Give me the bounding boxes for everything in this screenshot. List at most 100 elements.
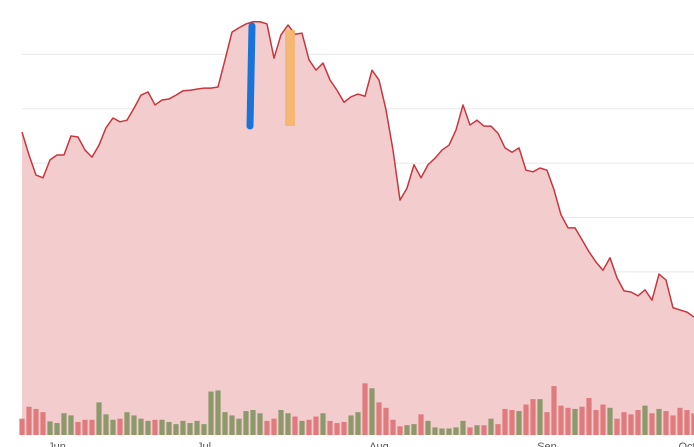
volume-bar	[614, 418, 620, 435]
volume-bar	[432, 427, 438, 435]
volume-bar	[313, 416, 319, 435]
volume-bar	[341, 421, 347, 435]
volume-bar	[516, 411, 522, 435]
volume-bar	[257, 413, 263, 435]
volume-bar	[481, 425, 487, 435]
volume-bar	[523, 404, 529, 435]
volume-bar	[446, 428, 452, 435]
volume-bar	[131, 415, 137, 435]
volume-bar	[355, 412, 361, 435]
volume-bar	[460, 420, 466, 435]
volume-bar	[320, 413, 326, 435]
volume-bar	[299, 420, 305, 435]
volume-bar	[474, 425, 480, 435]
volume-bar	[278, 409, 284, 435]
volume-bar	[684, 409, 690, 435]
volume-bar	[201, 424, 207, 435]
volume-bar	[488, 418, 494, 435]
volume-bar	[236, 418, 242, 435]
volume-bar	[215, 390, 221, 435]
volume-bar	[173, 424, 179, 435]
volume-bar	[89, 419, 95, 435]
volume-bar	[362, 383, 368, 435]
plot	[19, 21, 694, 435]
volume-bar	[243, 411, 249, 435]
volume-bar	[229, 415, 235, 435]
volume-bar	[467, 427, 473, 435]
volume-bar	[390, 419, 396, 435]
volume-bar	[54, 423, 60, 435]
volume-bar	[397, 426, 403, 435]
volume-bar	[187, 423, 193, 435]
volume-bar	[411, 424, 417, 435]
volume-bar	[600, 404, 606, 435]
volume-bar	[607, 407, 613, 435]
x-tick-label: Aug	[369, 441, 389, 447]
volume-bar	[194, 420, 200, 435]
volume-bar	[68, 415, 74, 435]
volume-bar	[26, 406, 32, 435]
volume-bar	[663, 411, 669, 435]
volume-bar	[621, 412, 627, 435]
volume-bar	[306, 419, 312, 435]
x-tick-label: Sep	[537, 441, 557, 447]
volume-bar	[327, 420, 333, 435]
volume-bar	[180, 420, 186, 435]
volume-bar	[593, 409, 599, 435]
volume-bar	[285, 413, 291, 435]
volume-bar	[110, 419, 116, 435]
volume-bar	[691, 413, 694, 435]
volume-bar	[544, 412, 550, 435]
volume-bar	[670, 415, 676, 435]
volume-bar	[145, 420, 151, 435]
volume-bar	[649, 413, 655, 435]
volume-bar	[418, 414, 424, 435]
volume-bar	[642, 405, 648, 435]
volume-bar	[124, 412, 130, 435]
volume-bar	[264, 420, 270, 435]
volume-bar	[439, 428, 445, 435]
volume-bar	[572, 408, 578, 435]
volume-bar	[75, 421, 81, 435]
volume-bar	[96, 402, 102, 435]
volume-bar	[271, 418, 277, 435]
volume-bar	[502, 408, 508, 435]
volume-bar	[47, 421, 53, 435]
price-area	[22, 21, 694, 435]
x-axis: Jun Jul Aug Sep Oct	[48, 441, 694, 447]
volume-bar	[33, 408, 39, 435]
volume-bar	[250, 409, 256, 435]
volume-bar	[530, 399, 536, 435]
volume-bar	[166, 421, 172, 435]
volume-bar	[509, 409, 515, 435]
volume-bar	[579, 406, 585, 435]
volume-bar	[369, 388, 375, 435]
volume-bar	[495, 424, 501, 435]
volume-bar	[103, 414, 109, 435]
volume-bar	[334, 423, 340, 435]
highlight-marker	[246, 22, 256, 130]
volume-bar	[677, 407, 683, 435]
volume-bar	[425, 420, 431, 435]
volume-bar	[628, 414, 634, 435]
volume-bar	[376, 402, 382, 435]
volume-bar	[565, 407, 571, 435]
volume-bar	[222, 412, 228, 435]
volume-bar	[348, 415, 354, 435]
volume-bar	[82, 419, 88, 435]
volume-bar	[537, 399, 543, 435]
volume-bar	[19, 418, 25, 435]
volume-bar	[40, 412, 46, 435]
x-tick-label: Oct	[678, 441, 694, 447]
volume-bar	[159, 419, 165, 435]
volume-bar	[383, 407, 389, 435]
volume-bar	[558, 405, 564, 435]
price-line	[21, 21, 694, 318]
volume-bar	[404, 425, 410, 435]
volume-bar	[152, 419, 158, 435]
volume-bar	[586, 398, 592, 435]
volume-bar	[61, 413, 67, 435]
x-tick-label: Jun	[48, 441, 66, 447]
volume-bar	[138, 418, 144, 435]
